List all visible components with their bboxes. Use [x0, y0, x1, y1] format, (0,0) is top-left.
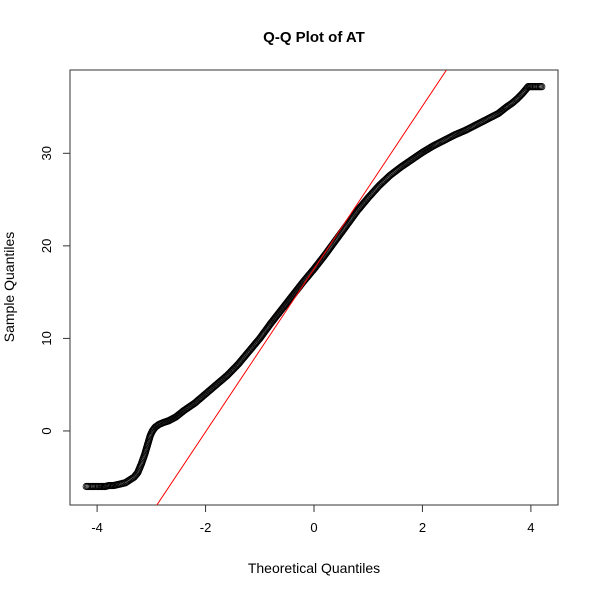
series-points: [82, 83, 546, 491]
x-tick-label: -4: [91, 520, 103, 535]
y-tick-label: 10: [39, 331, 54, 345]
x-tick-label: 4: [527, 520, 534, 535]
data-point: [538, 83, 546, 91]
y-tick-label: 20: [39, 239, 54, 253]
chart-title: Q-Q Plot of AT: [263, 29, 365, 46]
y-tick-label: 30: [39, 146, 54, 160]
plot-frame: [69, 69, 559, 506]
qq-reference-line: [156, 70, 448, 505]
y-axis-label: Sample Quantiles: [1, 232, 17, 343]
x-tick-label: 0: [310, 520, 317, 535]
x-axis-label: Theoretical Quantiles: [248, 560, 380, 576]
plot-area: -4 -2 0 2 4 0 10 20 30: [39, 69, 559, 535]
y-tick-label: 0: [39, 427, 54, 434]
x-tick-label: 2: [419, 520, 426, 535]
x-tick-label: -2: [200, 520, 212, 535]
